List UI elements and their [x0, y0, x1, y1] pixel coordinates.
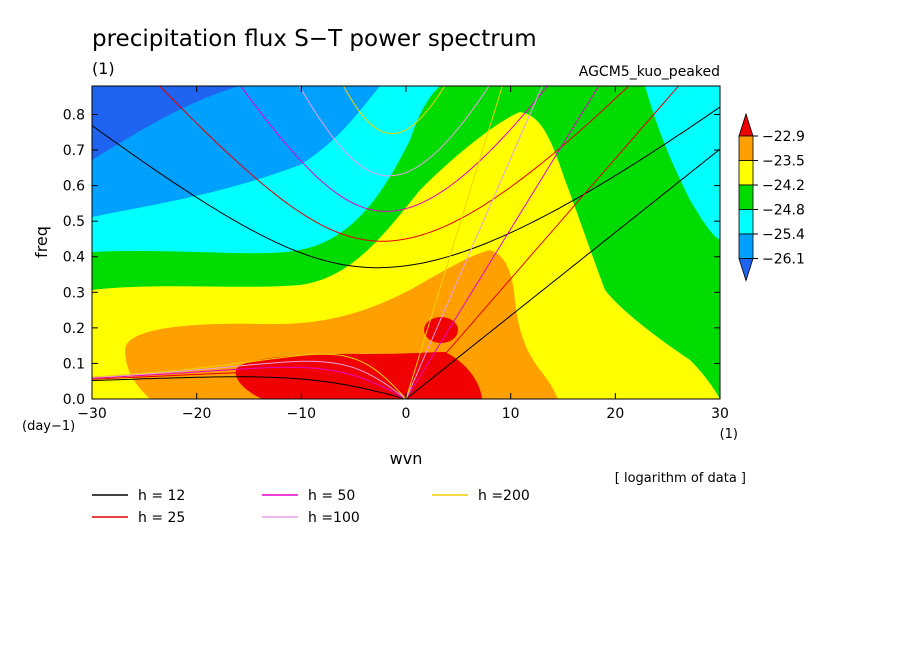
x-tick-label: 20 — [606, 406, 624, 422]
y-tick-label: 0.0 — [63, 392, 85, 408]
kelvin-curve — [405, 148, 720, 399]
kelvin-curve — [405, 86, 600, 399]
colorbar-swatch — [738, 160, 754, 186]
y-tick-label: 0.4 — [63, 250, 85, 266]
y-axis: 0.0 0.1 0.2 0.3 0.4 0.5 0.6 0.7 0.8 — [63, 107, 720, 408]
kelvin-curve — [405, 86, 503, 399]
colorbar-label: −25.4 — [762, 227, 805, 243]
x-tick-label: 0 — [402, 406, 411, 422]
colorbar-label: −24.8 — [762, 203, 805, 219]
rossby-curve — [92, 353, 407, 399]
colorbar-swatch — [738, 233, 754, 259]
inertio-gravity-curve — [240, 86, 549, 212]
dispersion-curves — [92, 86, 720, 399]
rossby-curve — [92, 360, 407, 399]
x-tick-label: −10 — [287, 406, 317, 422]
model-label: AGCM5_kuo_peaked — [579, 64, 720, 80]
y-tick-label: 0.3 — [63, 285, 85, 301]
rossby-curve — [92, 371, 407, 399]
y-tick-label: 0.7 — [63, 143, 85, 159]
x-axis-label: wvn — [390, 449, 423, 468]
legend-label: h =200 — [478, 488, 530, 504]
legend-label: h = 50 — [308, 488, 355, 504]
colorbar-label: −24.2 — [762, 178, 805, 194]
y-tick-label: 0.5 — [63, 214, 85, 230]
inertio-gravity-curve — [158, 86, 630, 242]
y-tick-label: 0.8 — [63, 107, 85, 123]
data-note: [ logarithm of data ] — [615, 471, 746, 486]
inertio-gravity-curve — [343, 86, 446, 135]
kelvin-curve — [405, 86, 543, 399]
field-level-7-spot — [424, 317, 458, 343]
curve-legend: h = 12 h = 25 h = 50 h =100 h =200 — [92, 488, 530, 526]
colorbar-swatch — [738, 209, 754, 235]
colorbar-label: −23.5 — [762, 154, 805, 170]
inertio-gravity-curve — [92, 106, 720, 269]
x-tick-label: 10 — [502, 406, 520, 422]
colorbar: −22.9 −23.5 −24.2 −24.8 −25.4 −26.1 — [738, 112, 805, 282]
y-tick-label: 0.1 — [63, 356, 85, 372]
legend-label: h =100 — [308, 510, 360, 526]
legend-label: h = 25 — [138, 510, 185, 526]
x-tick-label: −30 — [77, 406, 107, 422]
y-axis-label: freq — [32, 226, 51, 258]
units-label: (1) — [92, 59, 115, 78]
rossby-curve — [92, 376, 407, 399]
colorbar-label: −22.9 — [762, 129, 805, 145]
legend-label: h = 12 — [138, 488, 185, 504]
x-axis: −30 −20 −10 0 10 20 30 — [77, 86, 729, 422]
y-tick-label: 0.2 — [63, 321, 85, 337]
x-tick-label: 30 — [711, 406, 729, 422]
colorbar-label: −26.1 — [762, 252, 805, 268]
chart-title: precipitation flux S−T power spectrum — [92, 26, 537, 52]
colorbar-swatch — [738, 135, 754, 161]
x-tick-label: −20 — [182, 406, 212, 422]
heatmap-field — [92, 86, 720, 399]
colorbar-min-arrow — [738, 258, 754, 282]
y-unit-label: (day−1) — [22, 419, 75, 434]
colorbar-swatch — [738, 184, 754, 210]
kelvin-curve — [405, 86, 680, 399]
x-unit-label: (1) — [720, 427, 738, 442]
rossby-curve — [92, 366, 407, 399]
colorbar-max-arrow — [738, 112, 754, 137]
y-tick-label: 0.6 — [63, 179, 85, 195]
inertio-gravity-curve — [298, 86, 490, 177]
